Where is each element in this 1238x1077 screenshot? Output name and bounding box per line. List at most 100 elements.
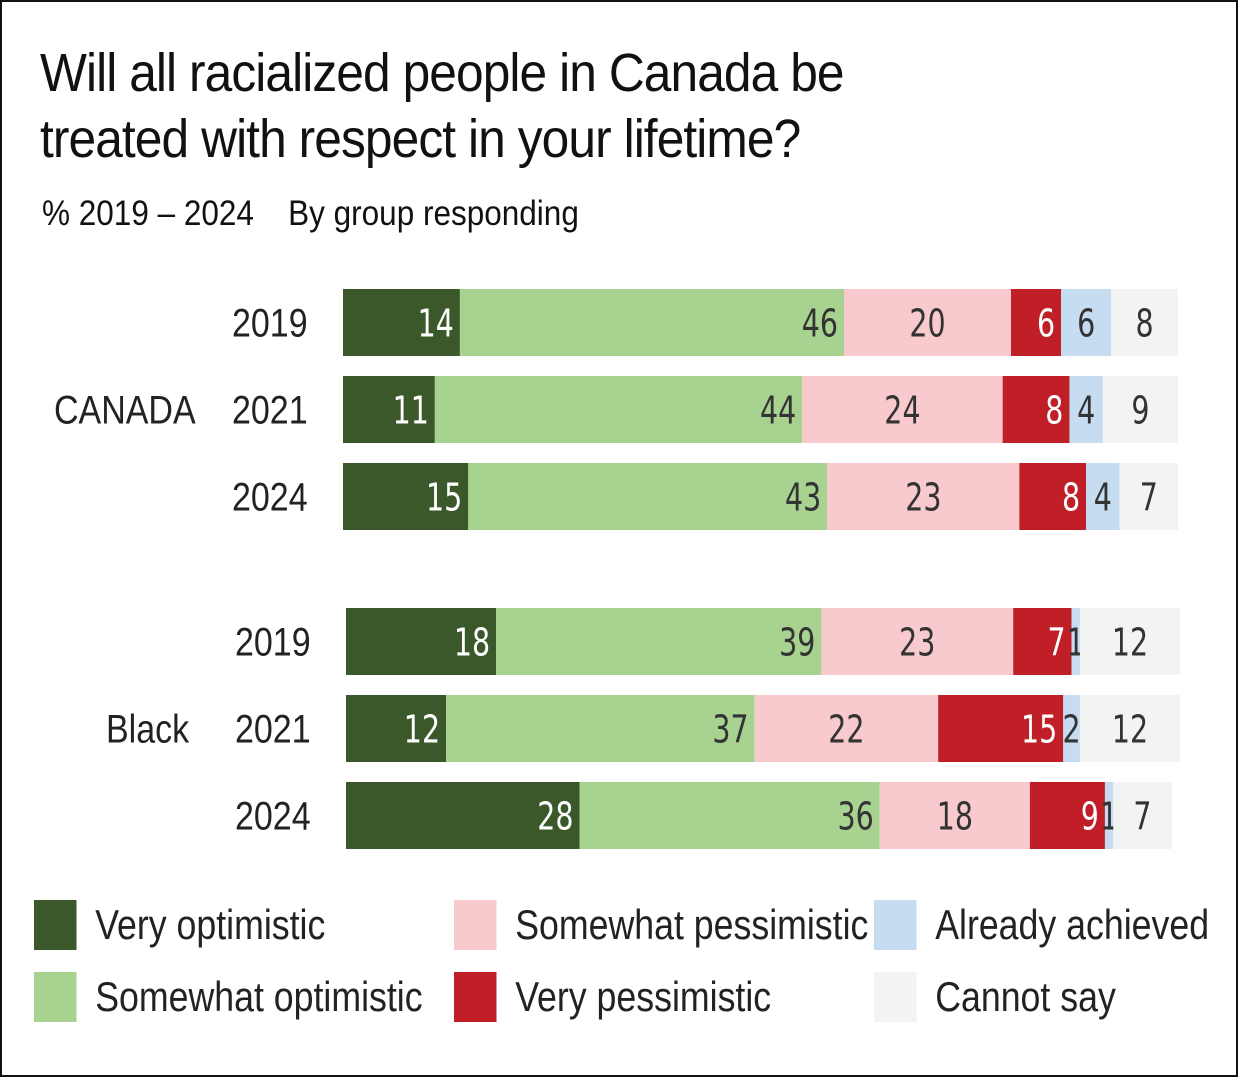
bar-segment <box>1119 463 1178 530</box>
bar-segment <box>844 289 1011 356</box>
bar-segment <box>496 608 822 675</box>
group-label: Black <box>106 706 190 751</box>
data-label: 6 <box>1077 301 1095 345</box>
data-label: 7 <box>1047 620 1065 664</box>
data-label: 18 <box>937 794 973 838</box>
bar-segment <box>446 695 755 762</box>
data-label: 8 <box>1062 475 1080 519</box>
data-label: 12 <box>1112 707 1148 751</box>
legend-swatch <box>34 972 77 1022</box>
bar-segment <box>346 608 497 675</box>
bar-segment <box>459 289 844 356</box>
legend-swatch <box>874 900 917 950</box>
data-label: 12 <box>1112 620 1148 664</box>
data-label: 8 <box>1136 301 1154 345</box>
bar-segment <box>879 782 1030 849</box>
bar-segment <box>1071 608 1080 675</box>
bar-segment <box>821 608 1014 675</box>
legend-item: Somewhat optimistic <box>34 972 423 1022</box>
group-label: CANADA <box>54 387 196 432</box>
data-label: 20 <box>909 301 945 345</box>
chart-subtitle: % 2019 – 2024 By group responding <box>42 194 613 234</box>
bar-segment <box>1086 463 1120 530</box>
legend-swatch <box>454 972 497 1022</box>
legend-label: Cannot say <box>935 973 1116 1020</box>
data-label: 7 <box>1133 794 1151 838</box>
legend-label: Very pessimistic <box>515 973 772 1020</box>
bar-segment <box>1104 782 1114 849</box>
bar-segment <box>1079 695 1180 762</box>
legend-swatch <box>454 900 497 950</box>
bar-segment <box>343 376 435 443</box>
bar-segment <box>1029 782 1105 849</box>
data-label: 36 <box>837 794 873 838</box>
legend-item: Very optimistic <box>34 900 325 950</box>
bar-segment <box>1061 289 1112 356</box>
bar-segment <box>1063 695 1080 762</box>
data-label: 9 <box>1131 388 1149 432</box>
bar-segment <box>1069 376 1103 443</box>
bar-segment <box>1102 376 1178 443</box>
bar-segment <box>754 695 939 762</box>
legend-swatch <box>874 972 917 1022</box>
year-label: 2024 <box>232 474 308 519</box>
data-label: 44 <box>760 388 796 432</box>
data-label: 39 <box>779 620 815 664</box>
legend-swatch <box>34 900 77 950</box>
data-label: 12 <box>404 707 440 751</box>
data-label: 4 <box>1077 388 1095 432</box>
legend-label: Very optimistic <box>95 901 326 948</box>
bar-segment <box>468 463 828 530</box>
legend-item: Already achieved <box>874 900 1209 950</box>
legend-item: Somewhat pessimistic <box>454 900 868 950</box>
data-label: 23 <box>899 620 935 664</box>
bar-segment <box>346 695 447 762</box>
bar-segment <box>346 782 580 849</box>
data-label: 11 <box>393 388 429 432</box>
data-label: 4 <box>1094 475 1112 519</box>
data-label: 14 <box>418 301 454 345</box>
data-label: 6 <box>1037 301 1055 345</box>
legend-label: Already achieved <box>935 901 1210 948</box>
data-label: 15 <box>426 475 462 519</box>
legend-label: Somewhat optimistic <box>95 973 423 1020</box>
bar-segment <box>1019 463 1087 530</box>
year-label: 2021 <box>235 706 311 751</box>
bar-segment <box>343 289 460 356</box>
bar-segment <box>1111 289 1178 356</box>
legend-item: Very pessimistic <box>454 972 771 1022</box>
data-label: 7 <box>1140 475 1158 519</box>
year-label: 2019 <box>235 619 311 664</box>
bar-segment <box>1002 376 1070 443</box>
year-label: 2021 <box>232 387 308 432</box>
subtitle-group: By group responding <box>288 194 579 233</box>
data-label: 22 <box>828 707 864 751</box>
year-label: 2024 <box>235 793 311 838</box>
bar-segment <box>1013 608 1072 675</box>
data-label: 37 <box>712 707 748 751</box>
data-label: 23 <box>905 475 941 519</box>
legend-label: Somewhat pessimistic <box>515 901 869 948</box>
data-label: 2 <box>1063 707 1081 751</box>
bar-segment <box>579 782 880 849</box>
bar-segment <box>938 695 1064 762</box>
data-label: 8 <box>1045 388 1063 432</box>
chart-title: Will all racialized people in Canada be … <box>40 43 845 169</box>
data-label: 18 <box>454 620 490 664</box>
year-label: 2019 <box>232 300 308 345</box>
bar-segment <box>802 376 1003 443</box>
data-label: 15 <box>1021 707 1057 751</box>
bar-segment <box>434 376 803 443</box>
data-label: 24 <box>884 388 920 432</box>
bar-segment <box>1113 782 1172 849</box>
legend-item: Cannot say <box>874 972 1116 1022</box>
data-label: 43 <box>785 475 821 519</box>
bar-segment <box>1079 608 1180 675</box>
bar-segment <box>343 463 469 530</box>
bar-segment <box>1011 289 1062 356</box>
data-label: 9 <box>1081 794 1099 838</box>
data-label: 28 <box>537 794 573 838</box>
bar-segment <box>827 463 1020 530</box>
